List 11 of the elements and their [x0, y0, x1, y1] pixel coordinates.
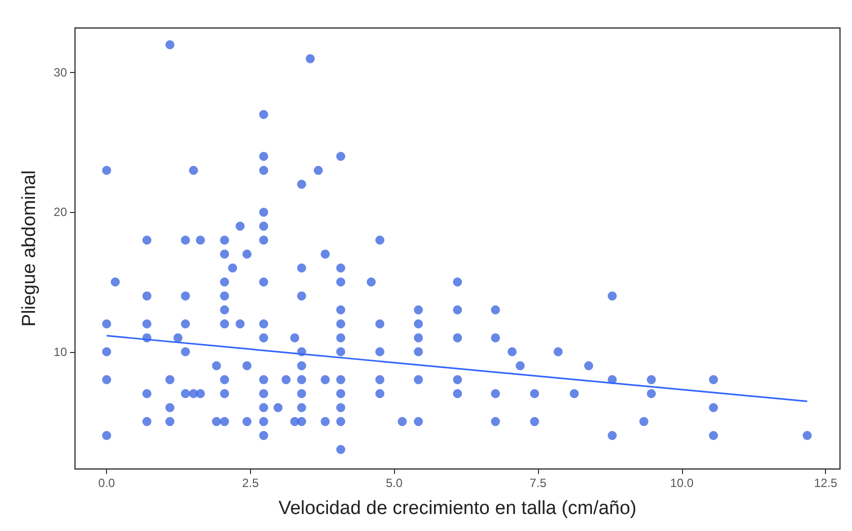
- x-tick-label: 7.5: [530, 476, 547, 490]
- x-axis-title: Velocidad de crecimiento en talla (cm/año): [278, 498, 637, 519]
- x-tick-label: 0.0: [98, 476, 116, 490]
- x-tick-label: 5.0: [386, 476, 403, 490]
- y-axis-title: Pliegue abdominal: [19, 170, 40, 327]
- y-tick-label: 30: [54, 66, 68, 80]
- y-tick-label: 10: [54, 344, 68, 359]
- x-tick-label: 12.5: [814, 476, 838, 490]
- x-tick-label: 10.0: [670, 476, 694, 490]
- y-tick-label: 20: [54, 205, 68, 220]
- x-tick-label: 2.5: [242, 476, 260, 490]
